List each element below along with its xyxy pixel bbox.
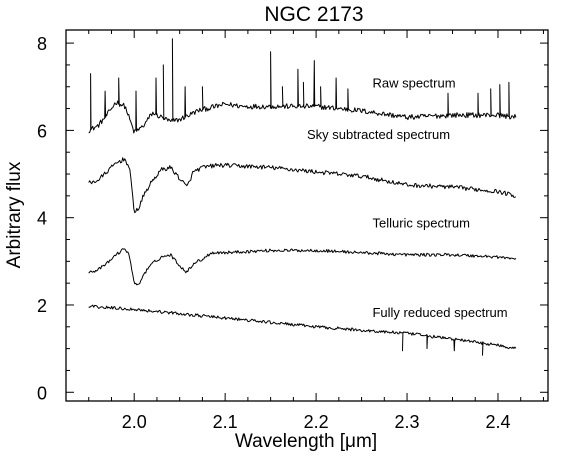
series-label-2: Sky subtracted spectrum bbox=[307, 127, 450, 142]
x-tick-label: 2.4 bbox=[485, 412, 510, 432]
series-line-2 bbox=[88, 157, 517, 214]
x-tick-label: 2.0 bbox=[122, 412, 147, 432]
chart-title: NGC 2173 bbox=[264, 3, 363, 26]
series-line-4 bbox=[88, 304, 517, 356]
series-line-3 bbox=[88, 248, 517, 286]
plot-frame bbox=[65, 29, 549, 402]
series-annotations: Raw spectrum Sky subtracted spectrum Tellu… bbox=[307, 76, 508, 320]
series-line-1 bbox=[88, 38, 517, 134]
y-tick-label: 8 bbox=[37, 34, 47, 54]
y-axis-ticks: 0 2 4 6 8 bbox=[37, 34, 548, 403]
series-label-1: Raw spectrum bbox=[372, 76, 455, 91]
y-tick-label: 4 bbox=[37, 209, 47, 229]
y-tick-label: 0 bbox=[37, 383, 47, 403]
x-axis-label: Wavelength [μm] bbox=[235, 431, 377, 452]
series-label-3: Telluric spectrum bbox=[372, 215, 470, 230]
y-tick-label: 6 bbox=[37, 121, 47, 141]
x-tick-label: 2.1 bbox=[213, 412, 238, 432]
x-axis-ticks: 2.0 2.1 2.2 2.3 2.4 bbox=[88, 30, 544, 432]
series-group bbox=[88, 38, 517, 356]
series-label-4: Fully reduced spectrum bbox=[372, 305, 507, 320]
y-axis-label: Arbitrary flux bbox=[4, 161, 25, 268]
x-tick-label: 2.2 bbox=[304, 412, 329, 432]
x-tick-label: 2.3 bbox=[395, 412, 420, 432]
y-tick-label: 2 bbox=[37, 296, 47, 316]
